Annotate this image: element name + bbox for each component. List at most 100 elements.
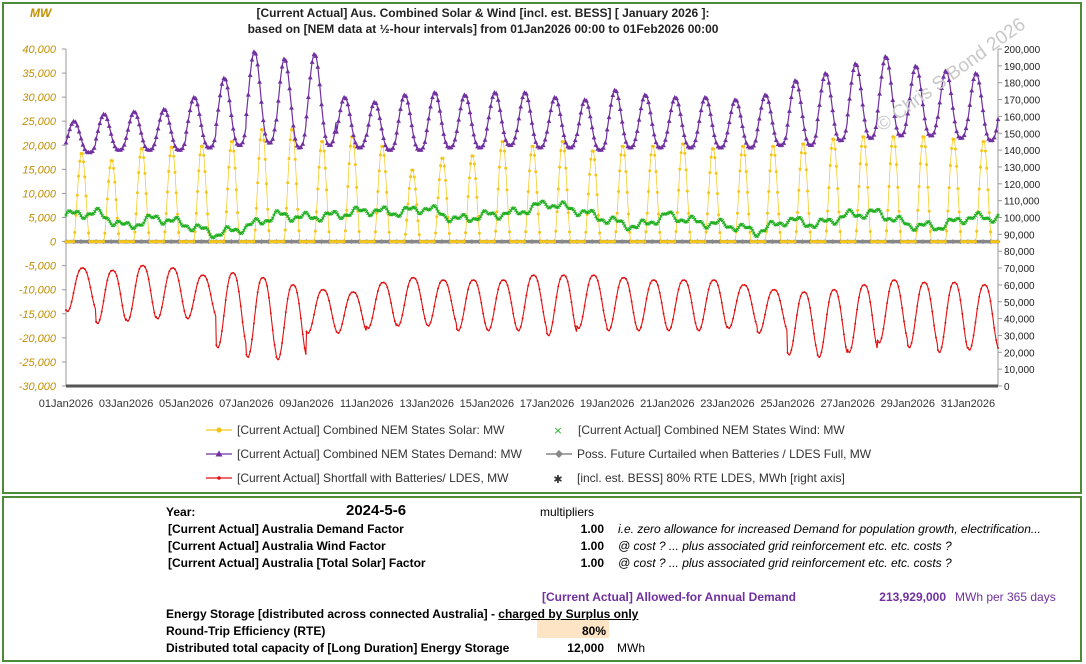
demand-factor-note: i.e. zero allowance for increased Demand… (618, 522, 1041, 536)
legend-shortfall: [Current Actual] Shortfall with Batterie… (206, 471, 509, 485)
y-axis-unit-label: MW (30, 6, 53, 20)
x-tick-label: 09Jan2026 (279, 398, 333, 410)
annual-demand-value: 213,929,000 (879, 590, 946, 604)
x-tick-label: 23Jan2026 (700, 398, 754, 410)
left-tick-label: 20,000 (21, 140, 57, 152)
left-tick-label: 35,000 (22, 68, 57, 80)
left-tick-label: 30,000 (22, 92, 57, 104)
capacity-value[interactable]: 12,000 (567, 641, 604, 655)
solar-factor-note: @ cost ? ... plus associated grid reinfo… (618, 556, 952, 570)
rte-cell[interactable] (537, 620, 609, 638)
wind-factor-label: [Current Actual] Australia Wind Factor (168, 539, 386, 553)
left-tick-label: 5,000 (28, 213, 56, 225)
capacity-label: Distributed total capacity of [Long Dura… (166, 641, 510, 655)
shortfall-series-markers (65, 264, 999, 361)
plot-area: 40,000 35,000 30,000 25,000 20,000 15,000 10,0… (19, 44, 1041, 410)
solar-factor-label: [Current Actual] Australia [Total Solar]… (168, 556, 426, 570)
x-tick-label: 11Jan2026 (340, 398, 394, 410)
annual-demand-unit: MWh per 365 days (955, 590, 1056, 604)
right-tick-label: 110,000 (1004, 197, 1040, 208)
legend-solar-label: [Current Actual] Combined NEM States Sol… (237, 423, 505, 437)
chart-title-line1: [Current Actual] Aus. Combined Solar & W… (256, 6, 709, 20)
x-tick-label: 19Jan2026 (580, 398, 634, 410)
chart-frame (2, 2, 1082, 494)
x-tick-label: 31Jan2026 (941, 398, 995, 410)
x-tick-label: 13Jan2026 (400, 398, 454, 410)
right-tick-label: 30,000 (1004, 331, 1035, 342)
right-tick-label: 120,000 (1004, 180, 1041, 191)
left-tick-label: -25,000 (19, 357, 57, 369)
x-tick-label: 17Jan2026 (520, 398, 574, 410)
right-tick-label: 160,000 (1004, 112, 1041, 123)
right-tick-label: 90,000 (1004, 230, 1035, 241)
left-tick-label: 0 (50, 237, 57, 249)
left-tick-label: -5,000 (25, 261, 57, 273)
x-tick-label: 15Jan2026 (460, 398, 514, 410)
legend-wind-label: [Current Actual] Combined NEM States Win… (578, 423, 845, 437)
right-tick-label: 100,000 (1004, 214, 1041, 225)
right-tick-label: 190,000 (1004, 62, 1041, 73)
right-tick-label: 180,000 (1004, 79, 1041, 90)
wind-factor-note: @ cost ? ... plus associated grid reinfo… (618, 539, 952, 553)
right-tick-label: 50,000 (1004, 298, 1035, 309)
right-tick-label: 130,000 (1004, 163, 1041, 174)
right-tick-label: 200,000 (1004, 45, 1041, 56)
rte-value[interactable]: 80% (581, 624, 606, 638)
right-tick-label: 70,000 (1004, 264, 1035, 275)
left-tick-label: -20,000 (19, 333, 57, 345)
legend-ldes: ✱ [incl. est. BESS] 80% RTE LDES, MWh [r… (553, 471, 844, 486)
legend-curtailed-label: Poss. Future Curtailed when Batteries / … (577, 447, 872, 461)
left-tick-label: 40,000 (22, 44, 57, 56)
legend-curtailed-marker (555, 450, 563, 458)
left-tick-label: -15,000 (19, 309, 57, 321)
storage-heading-text: Energy Storage [distributed across conne… (166, 607, 499, 621)
legend-demand-label: [Current Actual] Combined NEM States Dem… (237, 447, 522, 461)
legend: [Current Actual] Combined NEM States Sol… (206, 423, 872, 486)
parameters-panel: Year: 2024-5-6 multipliers [Current Actu… (2, 496, 1082, 662)
left-tick-label: -10,000 (19, 285, 57, 297)
legend-solar: [Current Actual] Combined NEM States Sol… (206, 423, 505, 437)
legend-demand-marker (215, 450, 223, 457)
x-tick-label: 03Jan2026 (99, 398, 153, 410)
shortfall-series-line (65, 265, 999, 361)
legend-wind: × [Current Actual] Combined NEM States W… (553, 423, 845, 437)
right-tick-label: 170,000 (1004, 96, 1041, 107)
annual-demand-label: [Current Actual] Allowed-for Annual Dema… (542, 590, 797, 604)
left-tick-label: 10,000 (22, 188, 57, 200)
rte-label: Round-Trip Efficiency (RTE) (166, 624, 326, 638)
curtailed-series-markers (63, 239, 1001, 245)
solar-series-markers (64, 128, 1000, 244)
x-tick-label: 01Jan2026 (39, 398, 93, 410)
x-tick-label: 05Jan2026 (159, 398, 213, 410)
legend-wind-marker: × (553, 424, 562, 437)
right-tick-label: 80,000 (1004, 247, 1035, 258)
storage-heading-underline: charged by Surplus only (498, 607, 639, 621)
right-tick-label: 60,000 (1004, 281, 1035, 292)
year-label: Year: (166, 505, 196, 519)
chart-title-line2: based on [NEM data at ½-hour intervals] … (248, 22, 719, 36)
legend-curtailed: Poss. Future Curtailed when Batteries / … (546, 447, 872, 461)
left-tick-label: -30,000 (19, 381, 57, 393)
right-tick-label: 140,000 (1004, 146, 1041, 157)
solar-factor-value: 1.00 (580, 556, 604, 570)
year-value: 2024-5-6 (346, 502, 407, 519)
demand-factor-value: 1.00 (580, 522, 604, 536)
right-tick-label: 150,000 (1004, 129, 1041, 140)
x-tick-label: 25Jan2026 (760, 398, 814, 410)
legend-ldes-marker: ✱ (553, 473, 562, 486)
left-tick-label: 15,000 (22, 164, 57, 176)
x-tick-label: 07Jan2026 (219, 398, 273, 410)
legend-solar-marker (216, 427, 222, 433)
chart: [Current Actual] Aus. Combined Solar & W… (19, 6, 1041, 486)
wind-factor-value: 1.00 (580, 539, 604, 553)
demand-factor-label: [Current Actual] Australia Demand Factor (168, 522, 404, 536)
legend-demand: [Current Actual] Combined NEM States Dem… (206, 447, 522, 461)
multipliers-label: multipliers (540, 505, 595, 519)
storage-heading: Energy Storage [distributed across conne… (166, 607, 638, 621)
right-tick-label: 0 (1004, 382, 1010, 393)
right-tick-label: 20,000 (1004, 348, 1035, 359)
right-tick-label: 10,000 (1004, 365, 1035, 376)
x-tick-label: 21Jan2026 (640, 398, 694, 410)
legend-ldes-label: [incl. est. BESS] 80% RTE LDES, MWh [rig… (577, 471, 845, 485)
legend-shortfall-marker (217, 476, 221, 480)
